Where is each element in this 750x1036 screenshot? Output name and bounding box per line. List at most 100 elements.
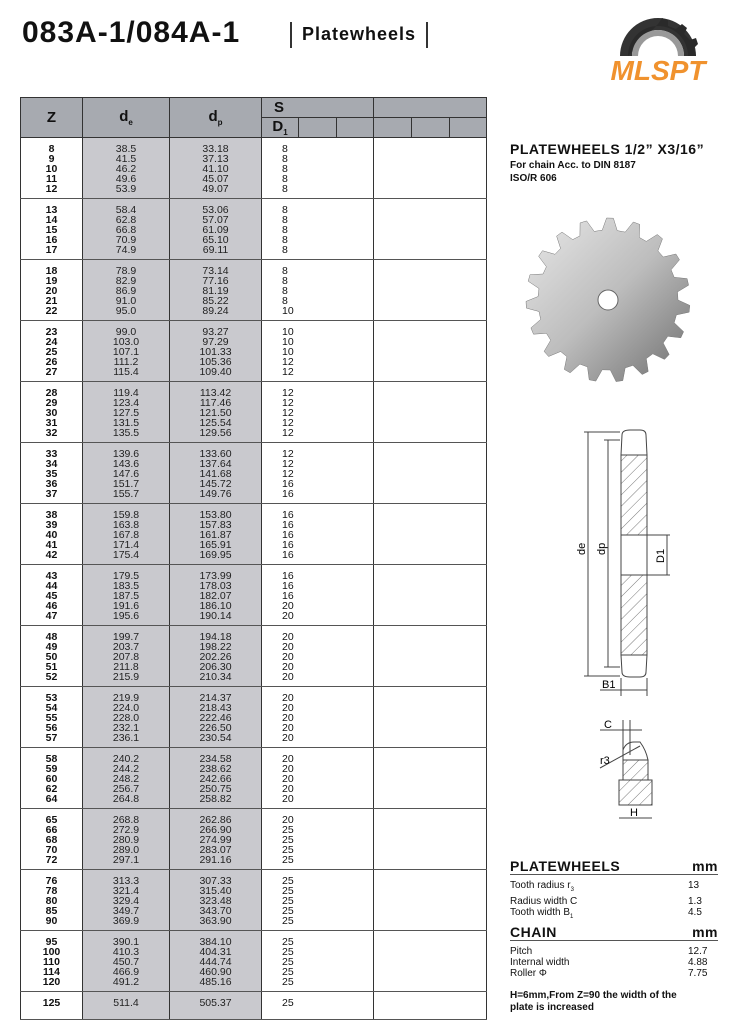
blank-cell [372, 686, 488, 748]
value: 127.5 [112, 407, 140, 419]
value: 194.18 [199, 631, 232, 643]
value: 349.7 [112, 905, 140, 917]
value: 8 [282, 234, 288, 246]
dp-cell: 194.18 198.22 202.26 206.30 210.34 [169, 625, 262, 687]
value: 20 [282, 641, 294, 653]
table-row-group: 33 34 35 36 37 139.6 143.6 147.6 151.7 155.7 133.6… [20, 442, 488, 504]
value: 28 [45, 387, 58, 399]
value: 80 [45, 895, 58, 907]
value: 224.0 [112, 702, 140, 714]
value: 390.1 [112, 936, 140, 948]
table-row-group: 28 29 30 31 32 119.4 123.4 127.5 131.5 135.5 113.4… [20, 381, 488, 443]
value: 8 [282, 153, 288, 165]
blank-cell [372, 564, 488, 626]
value: 25 [282, 885, 294, 897]
platewheels-title: PLATEWHEELS [510, 858, 621, 874]
value: 16 [45, 234, 58, 246]
spec-row: Roller Φ 7.75 [510, 968, 708, 979]
value: 167.8 [112, 529, 140, 541]
value: 97.29 [202, 336, 229, 348]
d1-cell: 25 25 25 25 25 [261, 930, 374, 992]
value: 109.40 [199, 366, 232, 378]
label-h: H [630, 807, 638, 819]
value: 73.14 [202, 265, 229, 277]
value: 76 [45, 875, 58, 887]
value: 24 [45, 336, 58, 348]
blank-cell [372, 625, 488, 687]
value: 41 [45, 539, 58, 551]
de-cell: 179.5 183.5 187.5 191.6 195.6 [82, 564, 170, 626]
dp-cell: 234.58 238.62 242.66 250.75 258.82 [169, 747, 262, 809]
value: 266.90 [199, 824, 232, 836]
d1-cell: 25 25 25 25 25 [261, 869, 374, 931]
d1-cell: 20 20 20 20 20 [261, 747, 374, 809]
value: 226.50 [199, 722, 232, 734]
value: 125.54 [199, 417, 232, 429]
value: 8 [48, 143, 55, 155]
blank-cell [372, 259, 488, 321]
value: 8 [282, 183, 288, 195]
value: 46 [45, 600, 58, 612]
value: 133.60 [199, 448, 232, 460]
value: 90 [45, 915, 58, 927]
value: 103.0 [112, 336, 140, 348]
value: 141.68 [199, 468, 232, 480]
value: 41.5 [115, 153, 137, 165]
value: 466.9 [112, 966, 140, 978]
spec-row: Radius width C 1.3 [510, 896, 702, 907]
label-c: C [604, 719, 612, 731]
value: 78 [45, 885, 58, 897]
value: 38 [45, 509, 58, 521]
value: 42 [45, 549, 58, 561]
value: 206.30 [199, 661, 232, 673]
blank-cell [372, 198, 488, 260]
table-row-group: 8 9 10 11 12 38.5 41.5 46.2 49.6 53.9 33.18 37.13 41… [20, 137, 488, 199]
value: 20 [282, 773, 294, 785]
value: 105.36 [199, 356, 232, 368]
header-z: Z [20, 97, 83, 138]
z-cell: 65 66 68 70 72 [20, 808, 83, 870]
value: 41.10 [202, 163, 229, 175]
dp-cell: 505.37 [169, 991, 262, 1020]
header-dp: dp [169, 97, 262, 138]
z-cell: 53 54 55 56 57 [20, 686, 83, 748]
dp-cell: 153.80 157.83 161.87 165.91 169.95 [169, 503, 262, 565]
de-cell: 390.1 410.3 450.7 466.9 491.2 [82, 930, 170, 992]
value: 240.2 [112, 753, 140, 765]
table-row-group: 13 14 15 16 17 58.4 62.8 66.8 70.9 74.9 53.06 57.07… [20, 198, 488, 260]
value: 250.75 [199, 783, 232, 795]
value: 115.4 [113, 366, 139, 378]
value: 203.7 [112, 641, 140, 653]
table-row-group: 48 49 50 51 52 199.7 203.7 207.8 211.8 215.9 194.1… [20, 625, 488, 687]
value: 89.24 [202, 305, 229, 317]
value: 175.4 [112, 549, 140, 561]
value: 20 [45, 285, 58, 297]
dp-cell: 113.42 117.46 121.50 125.54 129.56 [169, 381, 262, 443]
value: 244.2 [112, 763, 140, 775]
value: 153.80 [199, 509, 232, 521]
value: 15 [45, 224, 58, 236]
value: 12 [45, 183, 58, 195]
value: 17 [45, 244, 58, 256]
de-cell: 38.5 41.5 46.2 49.6 53.9 [82, 137, 170, 199]
value: 110 [43, 956, 60, 968]
value: 29 [45, 397, 58, 409]
value: 31 [45, 417, 58, 429]
value: 139.6 [112, 448, 140, 460]
value: 78.9 [115, 265, 137, 277]
footnote: H=6mm,From Z=90 the width of the plate i… [510, 990, 677, 1013]
value: 8 [282, 204, 288, 216]
value: 8 [282, 275, 288, 287]
value: 283.07 [199, 844, 232, 856]
table-row-group: 18 19 20 21 22 78.9 82.9 86.9 91.0 95.0 73.14 77.16… [20, 259, 488, 321]
value: 123.4 [112, 397, 140, 409]
value: 19 [45, 275, 58, 287]
value: 163.8 [112, 519, 140, 531]
value: 44 [45, 580, 58, 592]
value: 25 [282, 997, 294, 1009]
value: 256.7 [112, 783, 140, 795]
value: 155.7 [112, 488, 140, 500]
value: 505.37 [199, 997, 232, 1009]
value: 12 [282, 417, 294, 429]
